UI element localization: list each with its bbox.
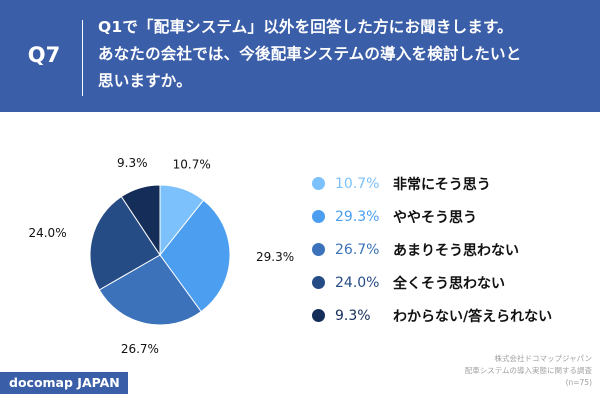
source-note: 株式会社ドコマップジャパン 配車システムの導入実態に関する調査 (n=75) [392, 353, 592, 389]
legend-percentage: 26.7% [335, 241, 380, 258]
legend-swatch [312, 309, 325, 322]
legend-percentage: 9.3% [335, 307, 371, 324]
legend-percentage: 10.7% [335, 175, 380, 192]
legend-item: 29.3% ややそう思う [312, 205, 592, 228]
legend-label: ややそう思う [393, 209, 477, 226]
pie-slice-label: 9.3% [117, 156, 148, 170]
question-text: Q1で「配車システム」以外を回答した方にお聞きします。 あなたの会社では、今後配… [98, 14, 594, 95]
chart-legend: 10.7% 非常にそう思う 29.3% ややそう思う 26.7% あまりそう思わ… [312, 172, 592, 337]
pie-slice [120, 184, 161, 257]
pie-slice-label: 24.0% [28, 226, 66, 240]
source-line-1: 株式会社ドコマップジャパン [494, 354, 593, 363]
brand-label: docomap JAPAN [0, 372, 128, 394]
pie-labels: 10.7% 29.3% 26.7% 24.0% 9.3% [28, 156, 294, 356]
question-line-2: あなたの会社では、今後配車システムの導入を検討したいと [98, 45, 522, 63]
pie-chart: 10.7% 29.3% 26.7% 24.0% 9.3% [28, 156, 294, 356]
legend-swatch [312, 177, 325, 190]
pie-slice [159, 199, 231, 313]
header-divider [82, 20, 83, 96]
source-line-2: 配車システムの導入実態に関する調査 [464, 366, 592, 375]
legend-item: 10.7% 非常にそう思う [312, 172, 592, 195]
pie-slice [89, 195, 161, 291]
legend-swatch [312, 210, 325, 223]
pie-slice-label: 10.7% [173, 157, 211, 171]
legend-label: 非常にそう思う [393, 176, 491, 193]
legend-label: あまりそう思わない [393, 242, 519, 259]
pie-slice-label: 26.7% [121, 342, 159, 356]
legend-item: 9.3% わからない/答えられない [312, 304, 592, 327]
pie-slices [89, 184, 231, 326]
question-line-3: 思いますか。 [98, 72, 192, 90]
source-line-3: (n=75) [565, 378, 592, 387]
legend-percentage: 29.3% [335, 208, 380, 225]
question-header: Q7 Q1で「配車システム」以外を回答した方にお聞きします。 あなたの会社では、… [0, 0, 600, 112]
legend-swatch [312, 243, 325, 256]
legend-label: 全くそう思わない [393, 275, 505, 292]
legend-item: 26.7% あまりそう思わない [312, 238, 592, 261]
legend-swatch [312, 276, 325, 289]
pie-slice [98, 254, 202, 326]
legend-label: わからない/答えられない [393, 308, 553, 325]
pie-slice-label: 29.3% [256, 250, 294, 264]
question-line-1: Q1で「配車システム」以外を回答した方にお聞きします。 [98, 18, 513, 36]
legend-item: 24.0% 全くそう思わない [312, 271, 592, 294]
question-number: Q7 [27, 43, 61, 67]
legend-percentage: 24.0% [335, 274, 380, 291]
